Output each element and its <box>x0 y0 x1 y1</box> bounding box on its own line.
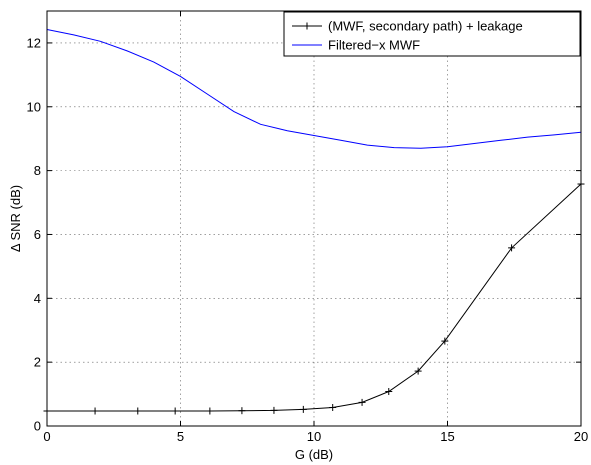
legend: (MWF, secondary path) + leakage Filtered… <box>283 11 581 57</box>
legend-box <box>283 11 581 57</box>
x-tick-label: 0 <box>43 429 50 444</box>
data-point <box>358 398 366 406</box>
x-tick-label: 15 <box>440 429 454 444</box>
x-axis-label: G (dB) <box>295 447 333 462</box>
y-tick-label: 0 <box>34 419 41 434</box>
y-axis-label: Δ SNR (dB) <box>8 185 23 252</box>
data-point <box>206 407 214 415</box>
data-point <box>299 405 307 413</box>
data-point <box>171 407 179 415</box>
axis-ticks: 0 5 10 15 20 0 2 4 6 8 10 12 <box>27 11 588 444</box>
x-tick-label: 20 <box>574 429 588 444</box>
legend-marker-plus <box>303 22 311 30</box>
data-point <box>508 244 516 252</box>
y-tick-label: 4 <box>34 291 41 306</box>
data-point <box>385 388 393 396</box>
legend-label-leakage: (MWF, secondary path) + leakage <box>328 19 523 34</box>
data-point <box>441 337 449 345</box>
legend-label-filtered-x: Filtered−x MWF <box>328 38 420 53</box>
data-point <box>270 406 278 414</box>
y-tick-label: 2 <box>34 355 41 370</box>
x-tick-label: 5 <box>177 429 184 444</box>
y-tick-label: 6 <box>34 227 41 242</box>
data-point <box>238 407 246 415</box>
x-tick-label: 10 <box>307 429 321 444</box>
data-point <box>329 403 337 411</box>
series-line-1 <box>46 29 582 149</box>
y-tick-label: 12 <box>27 35 41 50</box>
data-point <box>134 407 142 415</box>
data-point <box>414 367 422 375</box>
y-tick-label: 8 <box>34 163 41 178</box>
y-tick-label: 10 <box>27 99 41 114</box>
data-point <box>91 407 99 415</box>
